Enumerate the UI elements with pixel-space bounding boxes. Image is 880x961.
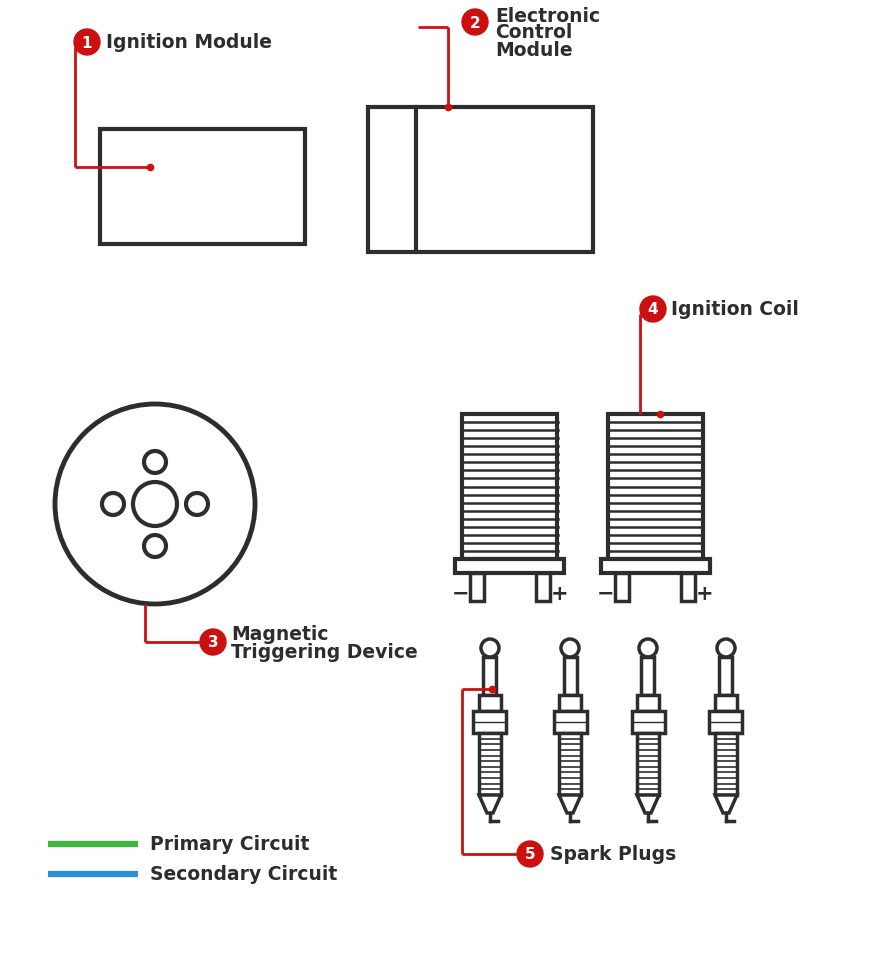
Bar	[642, 657, 655, 695]
Text: Ignition Coil: Ignition Coil	[671, 300, 799, 319]
Circle shape	[639, 639, 657, 657]
Bar	[563, 657, 576, 695]
Bar	[615, 574, 628, 602]
Circle shape	[74, 30, 100, 56]
Bar	[715, 695, 737, 711]
Circle shape	[133, 482, 177, 527]
Text: Magnetic: Magnetic	[231, 625, 328, 644]
Bar	[720, 657, 732, 695]
Text: +: +	[550, 583, 568, 604]
Text: 1: 1	[82, 36, 92, 50]
Polygon shape	[559, 795, 581, 813]
Bar	[479, 733, 501, 795]
Text: 4: 4	[648, 302, 658, 317]
Circle shape	[561, 639, 579, 657]
Bar	[607, 414, 702, 559]
Bar	[637, 733, 659, 795]
Polygon shape	[637, 795, 659, 813]
Circle shape	[200, 629, 226, 655]
Bar	[709, 711, 743, 733]
Bar	[100, 130, 305, 245]
Circle shape	[517, 841, 543, 867]
Text: 2: 2	[470, 15, 480, 31]
Circle shape	[144, 535, 166, 557]
Bar	[637, 695, 659, 711]
Text: Triggering Device: Triggering Device	[231, 643, 418, 662]
Text: −: −	[452, 583, 470, 604]
Text: Primary Circuit: Primary Circuit	[150, 835, 310, 853]
Bar	[368, 108, 593, 253]
Bar	[600, 559, 709, 574]
Text: −: −	[597, 583, 614, 604]
Circle shape	[144, 452, 166, 474]
Text: Secondary Circuit: Secondary Circuit	[150, 865, 337, 883]
Bar	[456, 559, 564, 574]
Bar	[483, 657, 496, 695]
Circle shape	[462, 10, 488, 36]
Bar	[463, 414, 558, 559]
Bar	[559, 733, 581, 795]
Bar	[681, 574, 695, 602]
Bar	[536, 574, 550, 602]
Bar	[554, 711, 586, 733]
Text: Electronic: Electronic	[495, 7, 600, 26]
Text: +: +	[695, 583, 713, 604]
Text: Spark Plugs: Spark Plugs	[550, 845, 676, 864]
Bar	[479, 695, 501, 711]
Bar	[715, 733, 737, 795]
Bar	[559, 695, 581, 711]
Text: Control: Control	[495, 23, 572, 42]
Bar	[473, 711, 507, 733]
Bar	[632, 711, 664, 733]
Text: Module: Module	[495, 40, 573, 60]
Circle shape	[717, 639, 735, 657]
Circle shape	[55, 405, 255, 604]
Polygon shape	[715, 795, 737, 813]
Text: 3: 3	[208, 635, 218, 650]
Circle shape	[481, 639, 499, 657]
Circle shape	[640, 297, 666, 323]
Bar	[470, 574, 484, 602]
Text: 5: 5	[524, 847, 535, 862]
Polygon shape	[479, 795, 501, 813]
Circle shape	[102, 494, 124, 515]
Circle shape	[186, 494, 208, 515]
Text: Ignition Module: Ignition Module	[106, 34, 272, 53]
